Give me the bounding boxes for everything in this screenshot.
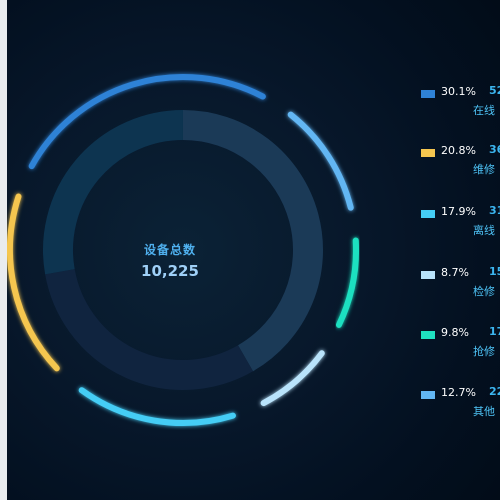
legend-percent: 30.1% [441, 85, 476, 98]
legend-name: 其他 [473, 405, 495, 418]
inner-segment-c [43, 110, 184, 275]
legend-swatch [421, 210, 435, 218]
legend-swatch [421, 331, 435, 339]
legend-item-offline[interactable]: 17.9% 31 离线 [421, 201, 500, 237]
inner-ring [43, 110, 323, 390]
legend-count: 15 [489, 265, 500, 278]
legend-count: 36 [489, 143, 500, 156]
legend-item-maintenance[interactable]: 8.7% 15 检修 [421, 262, 500, 298]
legend-swatch [421, 90, 435, 98]
legend-item-other[interactable]: 12.7% 22 其他 [421, 382, 500, 418]
legend-name: 在线 [473, 104, 495, 117]
legend-percent: 9.8% [441, 326, 469, 339]
legend-count: 31 [489, 204, 500, 217]
legend-name: 离线 [473, 224, 495, 237]
legend-percent: 8.7% [441, 266, 469, 279]
center-title: 设备总数 [143, 243, 196, 257]
legend-count: 52 [489, 84, 500, 97]
outer-arc-5[interactable] [7, 193, 60, 372]
legend-name: 抢修 [473, 345, 495, 358]
outer-ring [7, 74, 359, 426]
outer-arc-2[interactable] [335, 237, 359, 328]
legend-item-online[interactable]: 30.1% 52 在线 [421, 81, 500, 117]
legend-item-emergency[interactable]: 9.8% 17 抢修 [421, 322, 500, 358]
legend-percent: 20.8% [441, 144, 476, 157]
legend-count: 17 [489, 325, 500, 338]
legend-swatch [421, 149, 435, 157]
chart-panel: 设备总数 10,225 30.1% 52 在线 20.8% 36 维修 17.9… [7, 0, 500, 500]
outer-arc-1[interactable] [287, 111, 354, 211]
legend-swatch [421, 271, 435, 279]
legend-name: 维修 [473, 163, 495, 176]
outer-arc-4[interactable] [78, 387, 236, 426]
inner-segment-a [182, 110, 323, 372]
legend-percent: 17.9% [441, 205, 476, 218]
legend-count: 22 [489, 385, 500, 398]
inner-segment-b [45, 268, 253, 390]
legend-item-repair[interactable]: 20.8% 36 维修 [421, 140, 500, 176]
legend-name: 检修 [473, 285, 495, 298]
outer-arc-3[interactable] [260, 350, 325, 407]
outer-arc-0[interactable] [28, 74, 266, 170]
donut-chart [7, 74, 359, 426]
center-total-value: 10,225 [141, 262, 199, 280]
legend-percent: 12.7% [441, 386, 476, 399]
legend-swatch [421, 391, 435, 399]
